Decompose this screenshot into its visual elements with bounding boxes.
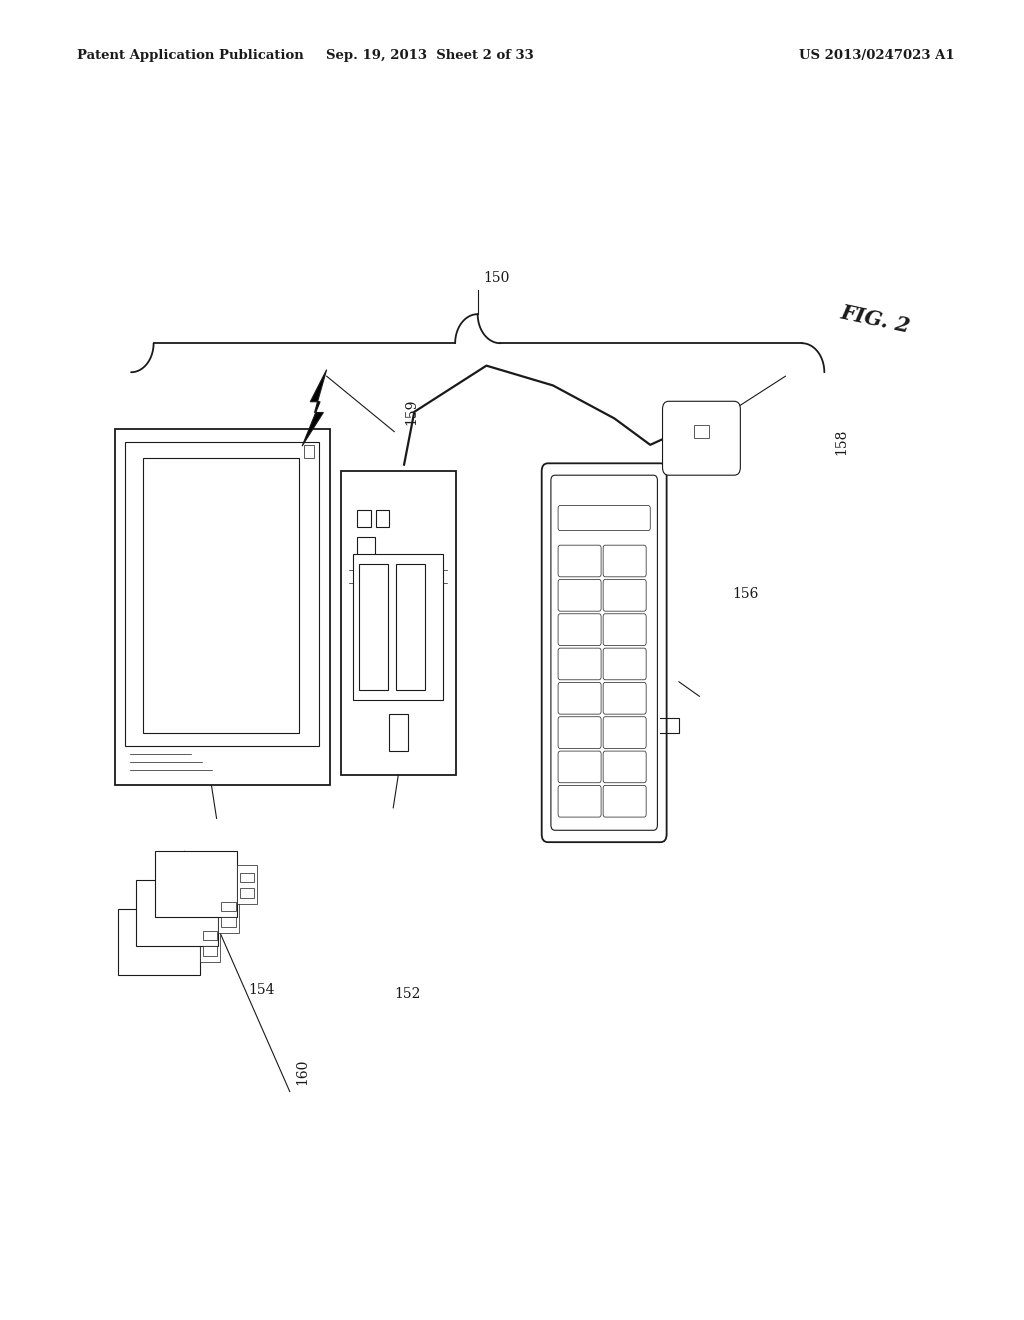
FancyBboxPatch shape bbox=[558, 506, 650, 531]
Text: 160: 160 bbox=[295, 1059, 309, 1085]
FancyBboxPatch shape bbox=[558, 614, 601, 645]
Bar bbox=[143, 458, 299, 733]
Bar bbox=[389, 714, 408, 751]
FancyBboxPatch shape bbox=[558, 751, 601, 783]
Text: Patent Application Publication: Patent Application Publication bbox=[77, 49, 303, 62]
Polygon shape bbox=[302, 370, 327, 446]
FancyBboxPatch shape bbox=[551, 475, 657, 830]
FancyBboxPatch shape bbox=[663, 401, 740, 475]
Bar bbox=[221, 902, 236, 911]
Bar bbox=[118, 909, 200, 975]
Bar bbox=[203, 931, 217, 940]
Text: 159: 159 bbox=[404, 399, 419, 425]
Bar bbox=[115, 429, 330, 785]
FancyBboxPatch shape bbox=[603, 785, 646, 817]
Bar bbox=[200, 923, 220, 962]
FancyBboxPatch shape bbox=[603, 614, 646, 645]
Bar bbox=[136, 880, 218, 946]
Bar bbox=[357, 510, 371, 527]
Text: 150: 150 bbox=[483, 271, 509, 285]
Text: 152: 152 bbox=[394, 987, 421, 1002]
Text: US 2013/0247023 A1: US 2013/0247023 A1 bbox=[799, 49, 954, 62]
Bar bbox=[376, 510, 389, 527]
Bar bbox=[240, 873, 254, 882]
FancyBboxPatch shape bbox=[558, 545, 601, 577]
FancyBboxPatch shape bbox=[603, 717, 646, 748]
Bar bbox=[353, 554, 443, 701]
Bar bbox=[396, 565, 425, 690]
FancyBboxPatch shape bbox=[558, 717, 601, 748]
Bar bbox=[304, 445, 314, 458]
Bar bbox=[359, 565, 388, 690]
FancyBboxPatch shape bbox=[603, 648, 646, 680]
Bar bbox=[203, 946, 217, 956]
Text: 154: 154 bbox=[248, 983, 274, 998]
Bar bbox=[240, 888, 254, 898]
FancyBboxPatch shape bbox=[542, 463, 667, 842]
Bar bbox=[694, 425, 709, 438]
FancyBboxPatch shape bbox=[603, 545, 646, 577]
Bar bbox=[237, 865, 257, 904]
Bar bbox=[125, 442, 319, 746]
Bar bbox=[155, 851, 237, 917]
FancyBboxPatch shape bbox=[558, 648, 601, 680]
FancyBboxPatch shape bbox=[603, 579, 646, 611]
Bar bbox=[221, 917, 236, 927]
FancyBboxPatch shape bbox=[558, 785, 601, 817]
Bar bbox=[357, 537, 375, 560]
FancyBboxPatch shape bbox=[558, 579, 601, 611]
FancyBboxPatch shape bbox=[603, 751, 646, 783]
Text: FIG. 2: FIG. 2 bbox=[839, 302, 912, 337]
FancyBboxPatch shape bbox=[603, 682, 646, 714]
Text: 156: 156 bbox=[732, 587, 759, 602]
Bar bbox=[341, 471, 456, 775]
FancyBboxPatch shape bbox=[558, 682, 601, 714]
Text: Sep. 19, 2013  Sheet 2 of 33: Sep. 19, 2013 Sheet 2 of 33 bbox=[327, 49, 534, 62]
Text: 158: 158 bbox=[835, 429, 849, 455]
Bar bbox=[218, 894, 239, 933]
